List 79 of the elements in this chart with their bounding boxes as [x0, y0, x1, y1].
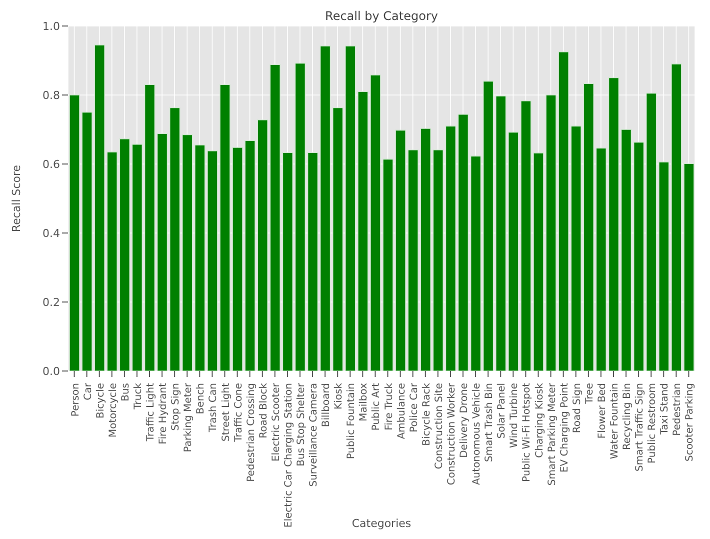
x-tick-label: Public Art	[371, 382, 382, 431]
x-tick-label: Kiosk	[334, 382, 345, 410]
x-tick-label: Electric Car Charging Station	[283, 383, 294, 528]
x-tick-label: Bench	[196, 383, 207, 414]
bar	[458, 114, 469, 371]
x-tick-label: Construction Worker	[446, 382, 458, 486]
y-tick-label: 0.4	[42, 226, 60, 240]
bar	[432, 149, 444, 371]
x-tick-label: EV Charging Point	[559, 382, 570, 473]
x-tick-label: Police Car	[408, 382, 420, 432]
x-tick-label: Public Restroom	[647, 383, 658, 464]
bar	[294, 62, 306, 371]
y-tick-label: 1.0	[42, 20, 60, 33]
x-tick-label: Surveillance Camera	[308, 383, 320, 487]
bar	[608, 77, 620, 371]
x-tick-label: Person	[70, 383, 82, 417]
bar	[596, 148, 607, 371]
bar	[620, 129, 632, 371]
bar	[156, 133, 168, 371]
x-tick-label: Truck	[132, 382, 144, 410]
bar	[646, 92, 657, 371]
x-tick-label: Traffic Light	[146, 382, 157, 442]
bar	[119, 138, 130, 371]
x-tick-label: Smart Trash Bin	[484, 383, 496, 462]
x-tick-label: Street Light	[220, 382, 232, 442]
bar	[169, 107, 180, 371]
x-tick-label: Recycling Bin	[622, 383, 634, 450]
x-tick-label: Bus Stop Shelter	[296, 382, 307, 466]
x-tick-label: Smart Traffic Sign	[634, 383, 646, 472]
x-tick-label: Delivery Drone	[459, 383, 470, 458]
bar	[482, 80, 494, 371]
x-tick-label: Construction Site	[434, 383, 445, 470]
x-tick-label: Scooter Parking	[684, 383, 696, 462]
x-tick-label: Billboard	[321, 383, 332, 428]
x-tick-label: Pedestrian	[672, 383, 684, 436]
x-tick-label: Water Fountain	[609, 383, 620, 460]
x-tick-label: Car	[82, 382, 94, 400]
x-tick-label: Ambulance	[396, 383, 408, 440]
y-tick-label: 0.6	[42, 158, 60, 171]
y-axis-title: Recall Score	[10, 164, 23, 232]
bar	[144, 84, 156, 371]
x-tick-label: Fire Truck	[384, 382, 395, 430]
x-tick-label: Bicycle Rack	[421, 382, 432, 446]
bar	[282, 152, 294, 371]
bar	[320, 46, 331, 371]
x-tick-label: Road Sign	[572, 383, 583, 434]
x-tick-label: Motorcycle	[108, 383, 119, 438]
y-tick-label: 0.8	[42, 88, 60, 102]
x-tick-label: Fire Hydrant	[158, 382, 170, 444]
x-tick-label: Taxi Stand	[660, 383, 671, 436]
bar	[633, 142, 644, 371]
x-tick-label: Road Block	[258, 382, 270, 438]
x-tick-label: Bicycle	[95, 383, 106, 418]
y-tick-label: 0.2	[42, 296, 60, 309]
bar	[132, 144, 143, 371]
x-tick-label: Trash Can	[208, 383, 220, 434]
x-tick-label: Wind Turbine	[509, 383, 520, 448]
x-tick-label: Bus	[120, 383, 132, 402]
bar	[445, 126, 456, 371]
x-axis-title: Categories	[352, 517, 412, 530]
bar	[307, 152, 318, 371]
chart-title: Recall by Category	[324, 8, 439, 24]
x-tick-label: Public Wi-Fi Hotspot	[522, 382, 533, 482]
x-tick-label: Tree	[584, 383, 596, 405]
x-tick-label: Flower Bed	[596, 383, 608, 439]
x-tick-label: Stop Sign	[170, 383, 182, 431]
x-tick-label: Mailbox	[358, 382, 370, 422]
x-tick-label: Public Fountain	[346, 383, 358, 460]
y-tick-label: 0.0	[42, 364, 60, 378]
x-tick-label: Pedestrian Crossing	[246, 383, 257, 482]
bar	[332, 107, 344, 371]
x-tick-label: Parking Meter	[183, 382, 194, 452]
bar	[470, 156, 482, 371]
x-tick-label: Smart Parking Meter	[546, 382, 558, 486]
x-tick-label: Electric Scooter	[270, 382, 282, 462]
x-tick-label: Solar Panel	[496, 383, 508, 439]
x-tick-label: Traffic Cone	[233, 383, 244, 443]
x-tick-label: Autonomous Vehicle	[472, 383, 483, 486]
x-tick-label: Charging Kiosk	[534, 382, 546, 458]
